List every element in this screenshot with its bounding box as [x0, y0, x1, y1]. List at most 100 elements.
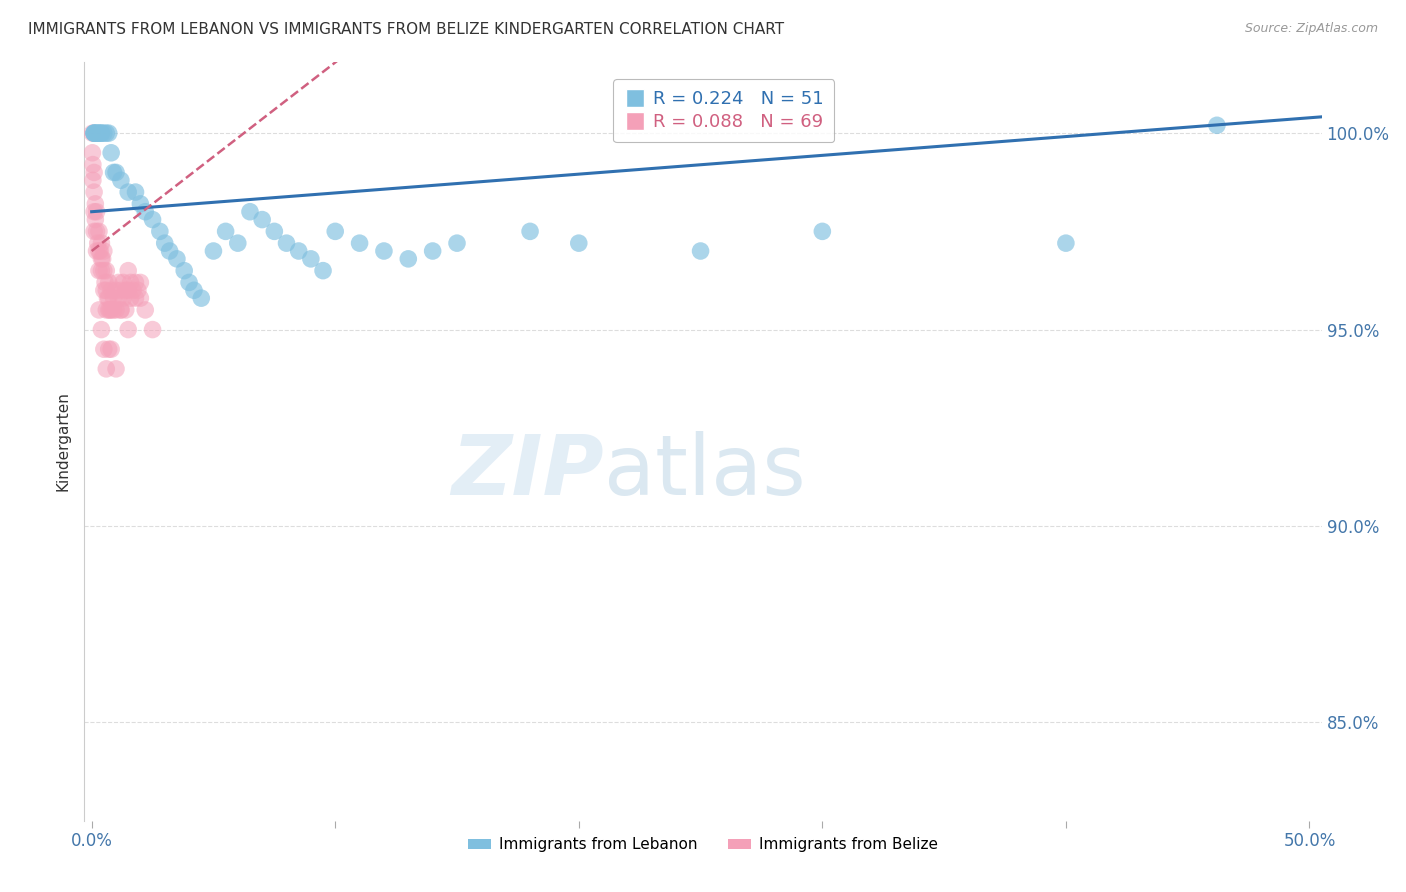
- Point: [105, 283, 128, 297]
- Point: [323, 224, 346, 238]
- Point: [82, 126, 104, 140]
- Point: [97, 276, 120, 290]
- Point: [263, 224, 285, 238]
- Point: [93, 244, 115, 258]
- Point: [93, 263, 115, 277]
- Point: [129, 291, 152, 305]
- Point: [82, 158, 104, 172]
- Point: [96, 362, 118, 376]
- Point: [105, 165, 128, 179]
- Point: [110, 173, 132, 187]
- Point: [90, 126, 112, 140]
- Point: [112, 276, 135, 290]
- Point: [177, 276, 200, 290]
- Point: [87, 236, 110, 251]
- Point: [114, 283, 136, 297]
- Legend: Immigrants from Lebanon, Immigrants from Belize: Immigrants from Lebanon, Immigrants from…: [463, 831, 943, 858]
- Point: [1054, 236, 1077, 251]
- Point: [84, 197, 107, 211]
- Point: [87, 302, 110, 317]
- Point: [83, 204, 105, 219]
- Point: [129, 276, 152, 290]
- Point: [98, 302, 121, 317]
- Point: [190, 291, 212, 305]
- Point: [105, 302, 128, 317]
- Point: [91, 252, 114, 266]
- Point: [110, 283, 132, 297]
- Point: [134, 204, 156, 219]
- Point: [142, 322, 165, 336]
- Point: [87, 126, 110, 140]
- Point: [93, 283, 115, 297]
- Point: [87, 263, 110, 277]
- Point: [173, 263, 195, 277]
- Point: [86, 224, 108, 238]
- Point: [134, 302, 156, 317]
- Point: [183, 283, 205, 297]
- Point: [568, 236, 591, 251]
- Point: [446, 236, 468, 251]
- Point: [124, 185, 146, 199]
- Point: [87, 224, 110, 238]
- Point: [96, 291, 118, 305]
- Point: [82, 173, 104, 187]
- Point: [86, 126, 108, 140]
- Point: [105, 362, 128, 376]
- Point: [110, 302, 132, 317]
- Point: [107, 291, 129, 305]
- Point: [124, 276, 146, 290]
- Point: [96, 283, 118, 297]
- Text: ZIP: ZIP: [451, 432, 605, 512]
- Point: [103, 165, 125, 179]
- Point: [97, 291, 120, 305]
- Point: [100, 145, 122, 160]
- Point: [349, 236, 371, 251]
- Point: [122, 283, 145, 297]
- Point: [96, 263, 118, 277]
- Point: [110, 302, 132, 317]
- Point: [86, 244, 108, 258]
- Point: [103, 302, 125, 317]
- Point: [114, 302, 136, 317]
- Point: [90, 322, 112, 336]
- Point: [96, 126, 118, 140]
- Point: [214, 224, 236, 238]
- Point: [83, 126, 105, 140]
- Point: [166, 252, 188, 266]
- Point: [83, 165, 105, 179]
- Point: [112, 291, 135, 305]
- Point: [373, 244, 395, 258]
- Point: [82, 145, 104, 160]
- Point: [96, 302, 118, 317]
- Point: [1206, 118, 1229, 132]
- Point: [142, 212, 165, 227]
- Point: [159, 244, 181, 258]
- Point: [100, 343, 122, 357]
- Point: [89, 244, 111, 258]
- Point: [97, 126, 120, 140]
- Point: [117, 185, 139, 199]
- Point: [97, 302, 120, 317]
- Point: [422, 244, 444, 258]
- Point: [250, 212, 273, 227]
- Text: IMMIGRANTS FROM LEBANON VS IMMIGRANTS FROM BELIZE KINDERGARTEN CORRELATION CHART: IMMIGRANTS FROM LEBANON VS IMMIGRANTS FR…: [28, 22, 785, 37]
- Point: [86, 126, 108, 140]
- Point: [87, 126, 110, 140]
- Point: [226, 236, 249, 251]
- Point: [202, 244, 225, 258]
- Point: [312, 263, 335, 277]
- Point: [90, 126, 112, 140]
- Point: [120, 276, 142, 290]
- Text: atlas: atlas: [605, 432, 806, 512]
- Point: [811, 224, 834, 238]
- Point: [129, 197, 152, 211]
- Point: [83, 185, 105, 199]
- Point: [83, 126, 105, 140]
- Point: [689, 244, 711, 258]
- Point: [117, 283, 139, 297]
- Point: [84, 212, 107, 227]
- Point: [93, 343, 115, 357]
- Point: [93, 126, 115, 140]
- Point: [153, 236, 176, 251]
- Point: [127, 283, 149, 297]
